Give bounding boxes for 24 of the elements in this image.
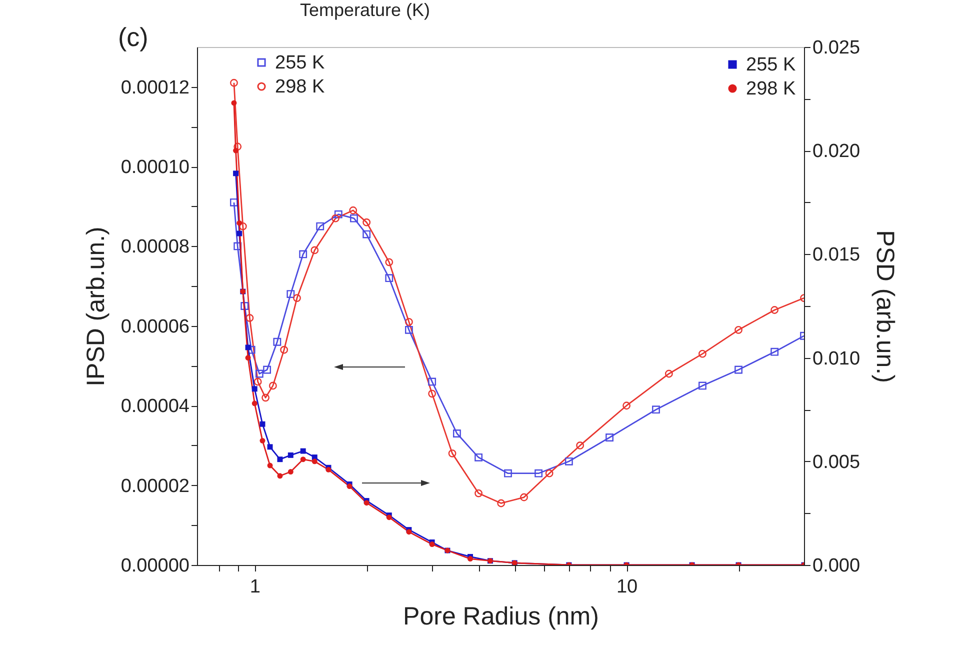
x-tick-label: 1 bbox=[250, 576, 260, 598]
y2-tick-label: 0.010 bbox=[812, 348, 860, 370]
y2-axis-title: PSD (arb.un.) bbox=[871, 230, 900, 383]
y2-tick-label: 0.025 bbox=[812, 38, 860, 58]
y-tick-label: 0.00004 bbox=[120, 396, 190, 418]
y-tick-label: 0.00012 bbox=[120, 77, 190, 98]
y-tick-label: 0.00010 bbox=[120, 157, 190, 178]
y-axis-title: IPSD (arb.un.) bbox=[82, 226, 110, 386]
legend-label: 298 K bbox=[275, 76, 325, 98]
x-tick-label: 10 bbox=[616, 576, 638, 598]
y2-tick-label: 0.005 bbox=[812, 452, 860, 473]
legend-label: 255 K bbox=[275, 52, 325, 74]
y-tick-label: 0.00002 bbox=[120, 476, 190, 497]
y2-tick-label: 0.000 bbox=[812, 556, 860, 576]
text: Temperature (K) bbox=[300, 0, 430, 21]
x-axis-title: Pore Radius (nm) bbox=[403, 602, 599, 630]
legend-label: 255 K bbox=[746, 54, 796, 76]
y-tick-label: 0.00006 bbox=[120, 316, 190, 338]
y2-tick-label: 0.020 bbox=[812, 141, 860, 162]
y2-tick-label: 0.015 bbox=[812, 244, 860, 266]
text: (c) bbox=[118, 22, 148, 53]
y-tick-label: 0.00008 bbox=[120, 236, 190, 258]
y-tick-label: 0.00000 bbox=[120, 556, 190, 576]
legend-label: 298 K bbox=[746, 78, 796, 100]
